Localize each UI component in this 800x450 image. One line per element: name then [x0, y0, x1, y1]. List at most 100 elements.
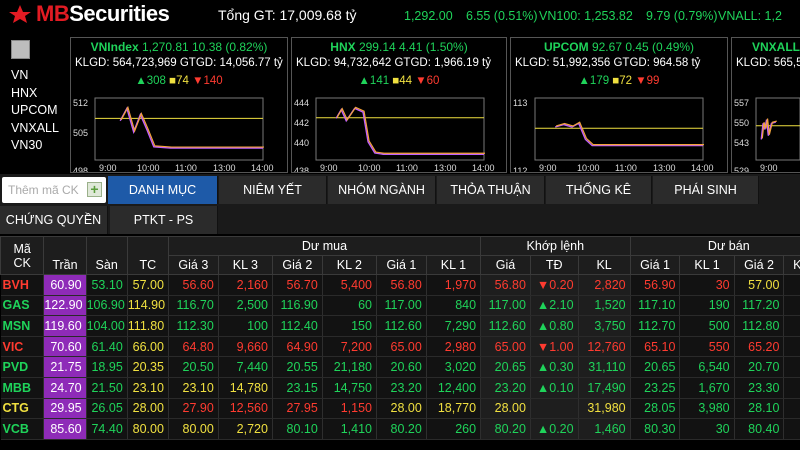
index-panel-upcom[interactable]: UPCOM 92.67 0.45 (0.49%) KLGD: 51,992,356…: [510, 37, 728, 173]
index-panel-hnx[interactable]: HNX 299.14 4.41 (1.50%) KLGD: 94,732,642 …: [291, 37, 507, 173]
col-header[interactable]: Giá: [480, 255, 531, 275]
intraday-chart: 113 112 9:00 10:00 11:00 13:00 14:00: [513, 97, 714, 173]
col-header[interactable]: KL 1: [425, 255, 482, 275]
data-cell: 1,970: [426, 274, 482, 296]
unchanged: ■44: [392, 75, 416, 87]
col-header[interactable]: TĐ: [529, 255, 579, 275]
data-cell: 112.80: [734, 315, 785, 337]
col-header[interactable]: Giá 1: [629, 255, 681, 275]
table-row[interactable]: VIC 70.60 61.40 66.00 64.80 9,660 64.90 7,200 65…: [0, 336, 800, 358]
data-cell: ▲0.20: [530, 418, 579, 440]
index-nav-vn30[interactable]: VN30: [11, 138, 43, 152]
x-tick-label: 14:00: [472, 163, 495, 173]
data-cell: 840: [426, 295, 482, 317]
symbol-cell[interactable]: PVD: [0, 356, 45, 378]
col-header[interactable]: Giá 1: [375, 255, 427, 275]
col-header[interactable]: Giá 3: [167, 255, 219, 275]
data-cell: 111.80: [127, 315, 169, 337]
unchanged: ■72: [612, 75, 636, 87]
symbol-cell[interactable]: GAS: [0, 295, 45, 317]
klgd-value: 565,5: [773, 57, 800, 69]
x-tick-label: 13:00: [434, 163, 457, 173]
gtgd-value: 14,056.77 tỷ: [219, 57, 283, 69]
decliners: ▼99: [635, 75, 660, 87]
gtgd-label: GTGD:: [176, 57, 220, 69]
index-nav-vn[interactable]: VN: [11, 68, 29, 82]
price-board: Mã CK Trần Sàn TC Dư mua Khớp lệnh Dư bán…: [0, 236, 800, 450]
symbol-cell[interactable]: VCB: [0, 418, 45, 440]
tab-0[interactable]: DANH MỤC: [108, 176, 218, 204]
data-cell: 116.90: [272, 295, 323, 317]
add-symbol-input[interactable]: [8, 182, 80, 198]
data-cell: 9,660: [218, 336, 273, 358]
data-cell: 53.10: [86, 274, 128, 296]
brand-logo[interactable]: MBSecurities: [6, 1, 170, 26]
x-tick-label: 9:00: [320, 163, 338, 173]
col-header[interactable]: KL 2: [321, 255, 377, 275]
data-cell: 112.40: [272, 315, 323, 337]
group-sell: Dư bán: [629, 236, 800, 256]
tab-2[interactable]: NHÓM NGÀNH: [328, 176, 436, 204]
data-cell: 28.00: [480, 398, 531, 420]
col-reference[interactable]: TC: [126, 236, 169, 275]
index-change: 4.41 (1.50%): [395, 40, 468, 54]
data-cell: 28.00: [127, 398, 169, 420]
index-panel-vnindex[interactable]: VNIndex 1,270.81 10.38 (0.82%) KLGD: 564,…: [70, 37, 288, 173]
symbol-cell[interactable]: CTG: [0, 398, 45, 420]
data-cell: 2,980: [426, 336, 482, 358]
index-title: VNIndex 1,270.81 10.38 (0.82%): [71, 40, 287, 54]
col-header[interactable]: KL 2: [783, 255, 800, 275]
col-header[interactable]: KL: [577, 255, 631, 275]
data-cell: 1,410: [322, 418, 377, 440]
tab-1[interactable]: NIÊM YẾT: [219, 176, 327, 204]
x-tick-label: 10:00: [577, 163, 600, 173]
col-ceiling[interactable]: Trần: [43, 236, 87, 275]
data-cell: 31,980: [578, 398, 631, 420]
data-cell: 116.70: [168, 295, 219, 317]
tab-5[interactable]: PHÁI SINH: [653, 176, 759, 204]
table-row[interactable]: PVD 21.75 18.95 20.35 20.50 7,440 20.55 21,180 2…: [0, 356, 800, 378]
index-nav-upcom[interactable]: UPCOM: [11, 103, 58, 117]
data-cell: 2,160: [218, 274, 273, 296]
tab-3[interactable]: THỎA THUẬN: [437, 176, 545, 204]
x-tick-label: 11:00: [175, 163, 197, 173]
col-symbol[interactable]: Mã CK: [0, 236, 45, 275]
tab-4[interactable]: THỐNG KÊ: [546, 176, 652, 204]
table-row[interactable]: GAS 122.90 106.90 114.90 116.70 2,500 116.90 60…: [0, 295, 800, 317]
symbol-cell[interactable]: BVH: [0, 274, 45, 296]
table-row[interactable]: BVH 60.90 53.10 57.00 56.60 2,160 56.70 5,400 56…: [0, 274, 800, 296]
col-header[interactable]: Giá 2: [733, 255, 785, 275]
data-cell: 80.20: [480, 418, 531, 440]
data-cell: 23.20: [376, 377, 427, 399]
table-row[interactable]: MBB 24.70 21.50 23.10 23.10 14,780 23.15 14,750…: [0, 377, 800, 399]
index-value: 299.14: [355, 40, 396, 54]
table-row[interactable]: CTG 29.95 26.05 28.00 27.90 12,560 27.95 1,150 2…: [0, 398, 800, 420]
tab-row2-1[interactable]: PTKT - PS: [110, 206, 218, 234]
symbol-cell[interactable]: MBB: [0, 377, 45, 399]
symbol-cell[interactable]: MSN: [0, 315, 45, 337]
index-name: VNXALL: [752, 40, 800, 54]
y-tick-label: 512: [73, 98, 88, 108]
index-nav-vnxall[interactable]: VNXALL: [11, 120, 59, 135]
data-cell: 3,980: [679, 398, 735, 420]
col-header[interactable]: Giá 2: [271, 255, 323, 275]
index-name: UPCOM: [543, 40, 589, 54]
col-header[interactable]: KL 1: [679, 255, 735, 275]
col-header[interactable]: KL 3: [217, 255, 273, 275]
table-row[interactable]: VCB 85.60 74.40 80.00 80.00 2,720 80.10 1,410 80…: [0, 418, 800, 440]
data-cell: 500: [679, 315, 735, 337]
x-tick-label: 9:00: [539, 163, 557, 173]
grid-toggle-icon[interactable]: [11, 40, 30, 59]
col-floor[interactable]: Sàn: [85, 236, 128, 275]
tab-row2-0[interactable]: CHỨNG QUYỀN: [0, 206, 108, 234]
col-symbol-label: Mã: [13, 241, 31, 256]
add-icon[interactable]: +: [87, 182, 102, 197]
index-panel-vnxall[interactable]: VNXALL KLGD: 565,5 557 550 543 529 9:00: [731, 37, 800, 173]
unchanged: ■74: [169, 75, 193, 87]
data-cell: 1,150: [322, 398, 377, 420]
symbol-cell[interactable]: VIC: [0, 336, 45, 358]
x-tick-label: 9:00: [99, 163, 117, 173]
table-row[interactable]: MSN 119.60 104.00 111.80 112.30 100 112.40 150 1…: [0, 315, 800, 337]
avg-price-line: [760, 119, 776, 140]
index-nav-hnx[interactable]: HNX: [11, 85, 38, 100]
